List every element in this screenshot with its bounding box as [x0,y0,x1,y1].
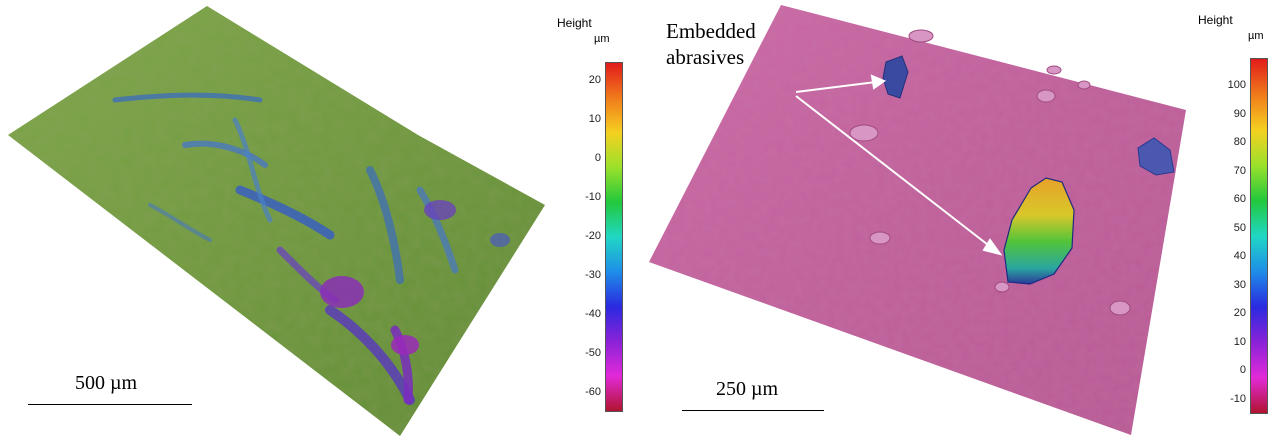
left-colorbar-unit: µm [594,33,610,45]
left-scale-bar-label: 500 µm [75,372,137,395]
right-colorbar-tick: 40 [1206,250,1246,262]
right-colorbar-title: Height [1198,13,1233,27]
right-colorbar [1250,58,1268,414]
left-colorbar-title: Height [557,16,592,30]
left-colorbar-tick: -40 [561,308,601,320]
right-colorbar-tick: 30 [1206,279,1246,291]
left-colorbar-tick: 0 [561,152,601,164]
embedded-abrasives-annotation: Embedded abrasives [666,18,796,70]
left-colorbar-tick: -30 [561,269,601,281]
right-colorbar-tick: 80 [1206,136,1246,148]
left-colorbar-tick: -50 [561,347,601,359]
right-scale-bar [682,410,824,411]
right-colorbar-tick: -10 [1206,393,1246,405]
left-colorbar-tick: -60 [561,386,601,398]
right-colorbar-tick: 20 [1206,307,1246,319]
right-colorbar-unit: µm [1248,30,1264,42]
left-colorbar-tick: 20 [561,74,601,86]
right-colorbar-tick: 70 [1206,165,1246,177]
right-colorbar-tick: 10 [1206,336,1246,348]
right-colorbar-tick: 50 [1206,222,1246,234]
left-colorbar-tick: -10 [561,191,601,203]
right-surface-panel: Embedded abrasives 250 µm Height µm 100 9… [636,0,1271,441]
left-colorbar-tick: 10 [561,113,601,125]
left-colorbar [605,62,623,412]
left-surface-panel: 500 µm Height µm 20 10 0 -10 -20 -30 -40 -50 -60 [0,0,636,441]
left-scale-bar [28,404,192,405]
right-colorbar-tick: 90 [1206,108,1246,120]
right-colorbar-tick: 100 [1206,79,1246,91]
right-colorbar-tick: 0 [1206,364,1246,376]
left-colorbar-tick: -20 [561,230,601,242]
right-colorbar-tick: 60 [1206,193,1246,205]
right-scale-bar-label: 250 µm [716,378,778,401]
